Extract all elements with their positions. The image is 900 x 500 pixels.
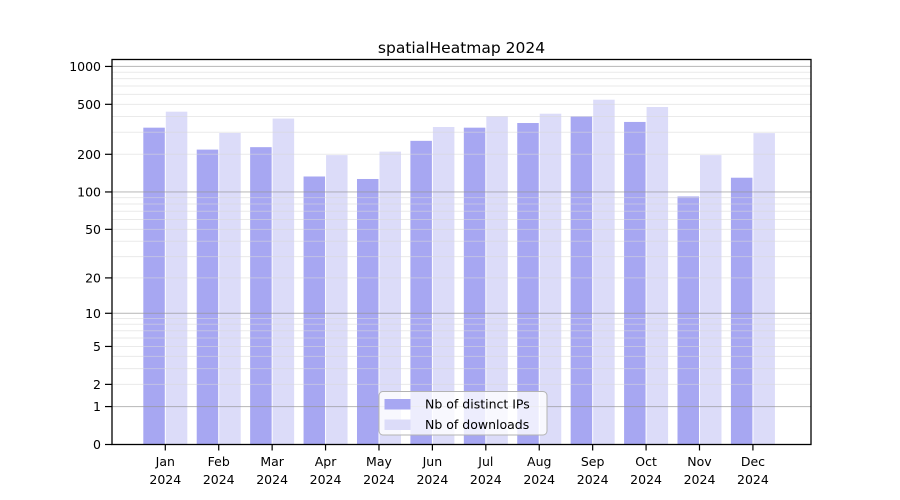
y-axis-tick-label: 1	[93, 399, 101, 414]
x-axis-tick-label: Mar	[260, 454, 284, 469]
x-axis-tick-label: 2024	[149, 472, 181, 487]
x-axis-tick-label: Oct	[635, 454, 657, 469]
bar-downloads	[272, 118, 295, 445]
bar-distinct-ips	[356, 178, 379, 445]
bar-downloads	[432, 127, 455, 445]
x-axis-tick-label: 2024	[256, 472, 288, 487]
y-axis: 0 1 2 5 10 20 50 100 200 500 1000	[69, 59, 112, 452]
y-axis-tick-label: 1000	[69, 59, 101, 74]
x-axis-tick-label: 2024	[684, 472, 716, 487]
x-axis-tick-label: 2024	[203, 472, 235, 487]
bar-downloads	[379, 151, 401, 445]
x-axis-tick-label: 2024	[416, 472, 448, 487]
bar-distinct-ips	[250, 147, 272, 445]
legend: Nb of distinct IPs Nb of downloads	[378, 391, 548, 436]
gridlines-layer	[112, 65, 811, 408]
x-axis-tick-label: 2024	[470, 472, 502, 487]
x-axis-tick-label: Dec	[741, 454, 765, 469]
x-axis-tick-label: Jun	[422, 454, 443, 469]
bar-distinct-ips	[624, 121, 646, 445]
y-axis-tick-label: 500	[77, 97, 101, 112]
x-axis-tick-label: 2024	[630, 472, 662, 487]
x-axis-tick-label: Apr	[315, 454, 337, 469]
y-axis-tick-label: 5	[93, 339, 101, 354]
x-axis-tick-label: 2024	[577, 472, 609, 487]
x-axis-tick-label: Feb	[208, 454, 230, 469]
legend-swatch	[384, 399, 411, 410]
chart-title: spatialHeatmap 2024	[378, 39, 545, 57]
bar-distinct-ips	[517, 123, 539, 445]
x-axis-tick-label: Sep	[581, 454, 605, 469]
x-axis-tick-label: Jul	[477, 454, 493, 469]
x-axis-tick-label: Nov	[687, 454, 712, 469]
legend-swatch	[384, 419, 411, 430]
y-axis-tick-label: 2	[93, 377, 101, 392]
bar-downloads	[326, 155, 348, 445]
x-axis-tick-label: Aug	[527, 454, 551, 469]
x-axis-tick-label: May	[366, 454, 392, 469]
bar-distinct-ips	[143, 127, 165, 445]
bar-downloads	[593, 99, 615, 445]
y-axis-tick-label: 0	[93, 437, 101, 452]
bar-distinct-ips	[303, 176, 326, 445]
y-axis-tick-label: 100	[77, 184, 101, 199]
x-axis-tick-label: 2024	[363, 472, 395, 487]
bar-downloads	[539, 113, 562, 445]
legend-label: Nb of downloads	[425, 417, 529, 432]
x-axis-tick-label: 2024	[310, 472, 342, 487]
x-axis-tick-label: 2024	[737, 472, 769, 487]
bar-downloads	[646, 107, 669, 445]
y-axis-tick-label: 200	[77, 147, 101, 162]
bar-distinct-ips	[677, 196, 699, 445]
bar-distinct-ips	[196, 149, 219, 445]
bar-downloads	[486, 116, 508, 445]
bar-distinct-ips	[463, 127, 486, 445]
bar-distinct-ips	[730, 177, 753, 445]
x-axis-tick-label: 2024	[523, 472, 555, 487]
bar-downloads	[753, 133, 775, 445]
plot-border	[111, 58, 812, 446]
bar-distinct-ips	[570, 116, 593, 445]
bar-downloads	[219, 132, 241, 445]
y-axis-tick-label: 10	[85, 306, 101, 321]
y-axis-tick-label: 20	[85, 270, 101, 285]
legend-box	[378, 391, 548, 436]
legend-label: Nb of distinct IPs	[425, 397, 530, 412]
y-axis-tick-label: 50	[85, 222, 101, 237]
bar-downloads	[700, 155, 722, 445]
x-axis: Jan 2024 Feb 2024 Mar 2024 Apr 2024 May 2024 Jun 20…	[149, 444, 769, 487]
x-axis-tick-label: Jan	[155, 454, 175, 469]
